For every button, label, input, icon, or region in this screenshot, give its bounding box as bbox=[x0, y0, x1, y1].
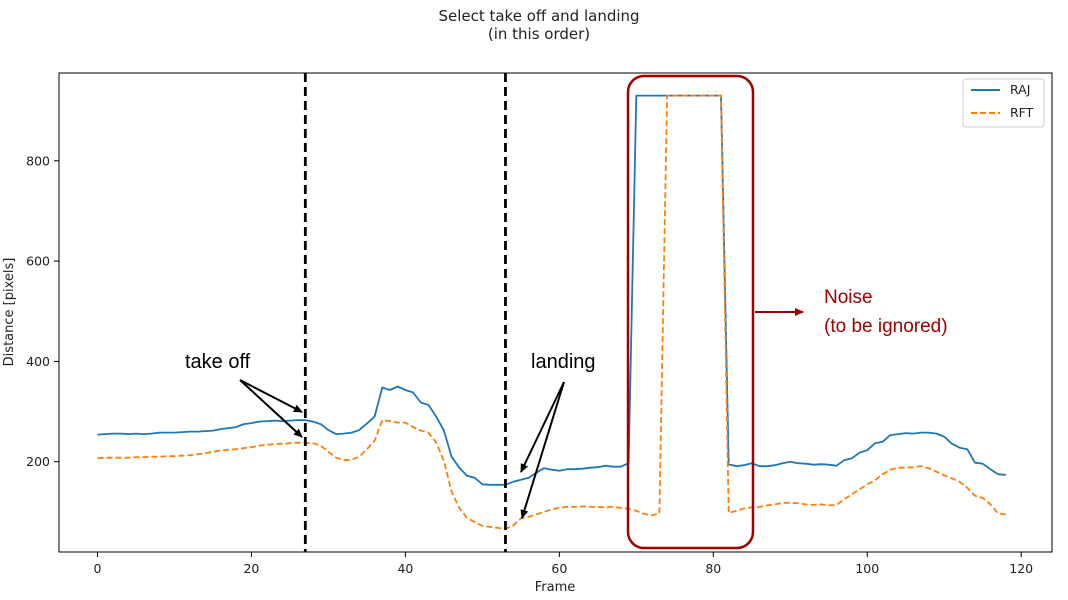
plot-area bbox=[58, 72, 1053, 553]
legend: RAJ RFT bbox=[962, 78, 1045, 128]
x-tick-label: 100 bbox=[855, 561, 879, 576]
y-tick-label: 400 bbox=[26, 354, 50, 369]
x-tick-label: 60 bbox=[551, 561, 567, 576]
x-tick-label: 120 bbox=[1009, 561, 1033, 576]
x-tick-label: 40 bbox=[397, 561, 413, 576]
y-tick-label: 800 bbox=[26, 153, 50, 168]
y-tick-label: 600 bbox=[26, 254, 50, 269]
legend-raj-label: RAJ bbox=[1010, 82, 1030, 97]
takeoff-arrow-lower bbox=[239, 379, 303, 438]
x-tick-label: 20 bbox=[243, 561, 259, 576]
landing-annotation: landing bbox=[531, 351, 596, 373]
chart-subtitle: (in this order) bbox=[488, 25, 590, 43]
noise-annotation: Noise bbox=[824, 287, 873, 308]
series-line-raj bbox=[97, 94, 1006, 486]
x-axis-label: Frame bbox=[535, 580, 576, 595]
takeoff-arrow-upper bbox=[239, 379, 303, 413]
x-tick-label: 80 bbox=[705, 561, 721, 576]
x-tick-label: 0 bbox=[94, 561, 102, 576]
noise-region-box bbox=[626, 74, 755, 550]
takeoff-annotation: take off bbox=[185, 351, 251, 373]
chart-title: Select take off and landing bbox=[438, 7, 639, 25]
series-line-rft bbox=[97, 94, 1006, 530]
landing-arrow-lower bbox=[520, 381, 565, 519]
noise-annotation-note: (to be ignored) bbox=[824, 316, 948, 337]
legend-rft-label: RFT bbox=[1010, 105, 1034, 120]
y-axis-label: Distance [pixels] bbox=[2, 258, 17, 367]
y-tick-label: 200 bbox=[26, 454, 50, 469]
landing-arrow-upper bbox=[520, 381, 565, 473]
